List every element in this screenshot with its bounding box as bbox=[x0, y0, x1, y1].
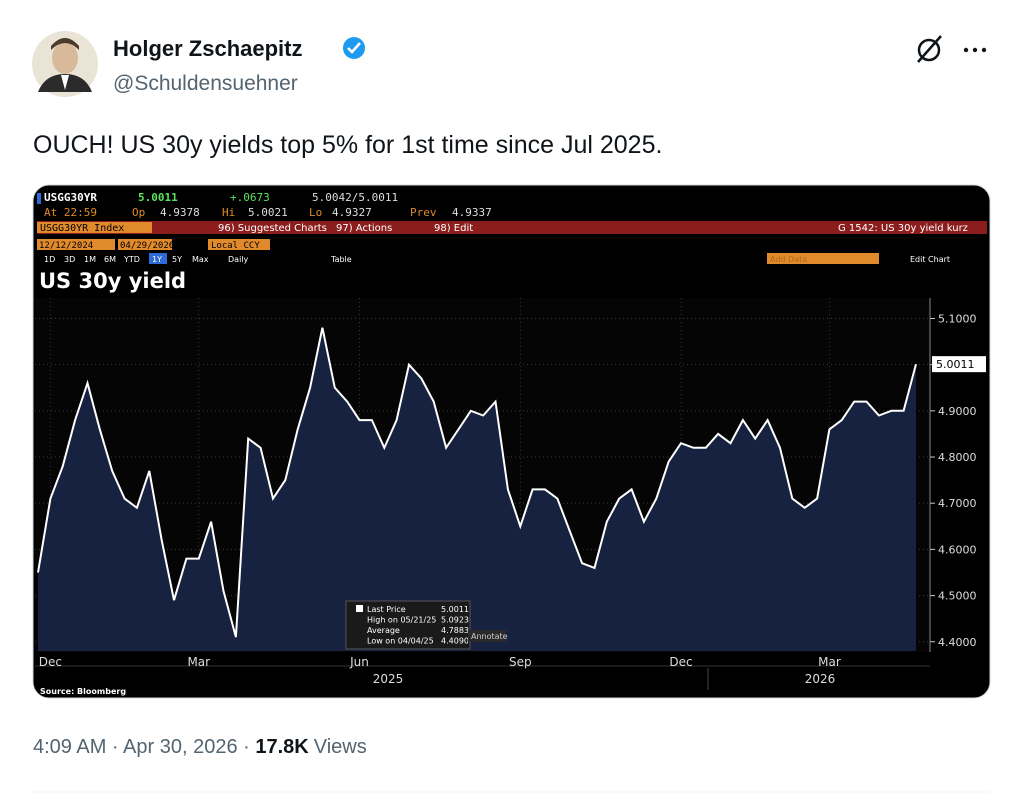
x-tick-label: Mar bbox=[818, 655, 841, 669]
quote-open: 4.9378 bbox=[160, 206, 200, 219]
year-label: 2026 bbox=[805, 672, 836, 686]
x-tick-label: Dec bbox=[669, 655, 692, 669]
legend-label: Last Price bbox=[367, 605, 406, 614]
period[interactable]: 3D bbox=[64, 255, 75, 264]
legend-box bbox=[345, 600, 471, 650]
security: USGG30YR Index bbox=[40, 223, 124, 234]
last: 5.0011 bbox=[138, 191, 178, 204]
legend-value: 4.7883 bbox=[441, 626, 469, 635]
quote-low-label: Lo bbox=[309, 206, 322, 219]
avatar[interactable] bbox=[32, 31, 98, 97]
year-label: 2025 bbox=[373, 672, 404, 686]
annotate-box bbox=[468, 630, 506, 642]
source: Source: Bloomberg bbox=[40, 687, 126, 696]
area bbox=[38, 327, 916, 651]
legend-value: 5.0011 bbox=[441, 605, 469, 614]
change: +.0673 bbox=[230, 191, 270, 204]
views-count: 17.8K bbox=[255, 736, 309, 758]
edit-chart[interactable]: Edit Chart bbox=[910, 255, 950, 264]
line bbox=[37, 327, 917, 638]
legend-label: High on 05/21/25 bbox=[367, 616, 436, 625]
period[interactable]: 5Y bbox=[172, 255, 182, 264]
x-tick-label: Mar bbox=[187, 655, 210, 669]
quote-open-label: Op bbox=[132, 206, 145, 219]
tweet-text: OUCH! US 30y yields top 5% for 1st time … bbox=[33, 131, 662, 159]
period[interactable]: Max bbox=[192, 255, 209, 264]
chart-title: US 30y yield bbox=[39, 269, 186, 293]
x-tick-label: Jun bbox=[349, 655, 369, 669]
author-name[interactable]: Holger Zschaepitz bbox=[113, 36, 302, 61]
y-tick-label: 4.6000 bbox=[938, 543, 977, 556]
bid-ask: 5.0042/5.0011 bbox=[312, 191, 398, 204]
table-button[interactable]: Table bbox=[330, 255, 352, 264]
period[interactable]: YTD bbox=[123, 255, 140, 264]
legend-label: Low on 04/04/25 bbox=[367, 637, 434, 646]
timestamp[interactable]: 4:09 AM · Apr 30, 2026 · bbox=[33, 736, 255, 758]
x-tick-label: Dec bbox=[39, 655, 62, 669]
annotate[interactable]: Annotate bbox=[471, 632, 508, 641]
legend-swatch bbox=[356, 605, 363, 612]
last-price-label: 5.0011 bbox=[936, 358, 975, 371]
start-date: 12/12/2024 bbox=[39, 241, 93, 251]
y-tick-label: 4.5000 bbox=[938, 590, 977, 603]
quote-time: At 22:59 bbox=[44, 206, 97, 219]
legend-value: 5.0923 bbox=[441, 616, 469, 625]
chart-name: G 1542: US 30y yield kurz bbox=[838, 223, 968, 234]
y-tick-label: 4.9000 bbox=[938, 405, 977, 418]
menu-item[interactable]: 98) Edit bbox=[434, 223, 473, 234]
end-date: 04/29/2026 bbox=[120, 241, 174, 251]
period[interactable]: 1Y bbox=[152, 255, 162, 264]
period-active bbox=[149, 253, 167, 264]
last-price-box bbox=[932, 356, 986, 373]
y-tick-label: 5.1000 bbox=[938, 312, 977, 325]
quote-prev-label: Prev bbox=[410, 206, 437, 219]
quote-low: 4.9327 bbox=[332, 206, 372, 219]
quote-high-label: Hi bbox=[222, 206, 235, 219]
views-label: Views bbox=[314, 736, 367, 758]
menu-item[interactable]: 96) Suggested Charts bbox=[218, 223, 327, 234]
verified-badge bbox=[343, 37, 365, 59]
author-handle[interactable]: @Schuldensuehner bbox=[113, 72, 298, 95]
y-tick-label: 4.7000 bbox=[938, 497, 977, 510]
x-tick-label: Sep bbox=[509, 655, 532, 669]
quote-prev: 4.9337 bbox=[452, 206, 492, 219]
more-icon[interactable] bbox=[963, 47, 987, 53]
footer: 4:09 AM · Apr 30, 2026 · 17.8K Views bbox=[33, 736, 367, 758]
legend-label: Average bbox=[367, 626, 400, 635]
legend-value: 4.4090 bbox=[441, 637, 469, 646]
y-tick-label: 4.8000 bbox=[938, 451, 977, 464]
quote-high: 5.0021 bbox=[248, 206, 288, 219]
currency: Local CCY bbox=[211, 241, 260, 251]
ticker: USGG30YR bbox=[44, 191, 97, 204]
period[interactable]: 1M bbox=[84, 255, 96, 264]
period[interactable]: 6M bbox=[104, 255, 116, 264]
period[interactable]: 1D bbox=[44, 255, 55, 264]
frequency: Daily bbox=[228, 255, 249, 264]
y-tick-label: 4.4000 bbox=[938, 636, 977, 649]
grok-icon[interactable] bbox=[917, 35, 942, 63]
menu-item[interactable]: 97) Actions bbox=[336, 223, 392, 234]
add-data: Add Data bbox=[770, 255, 807, 264]
